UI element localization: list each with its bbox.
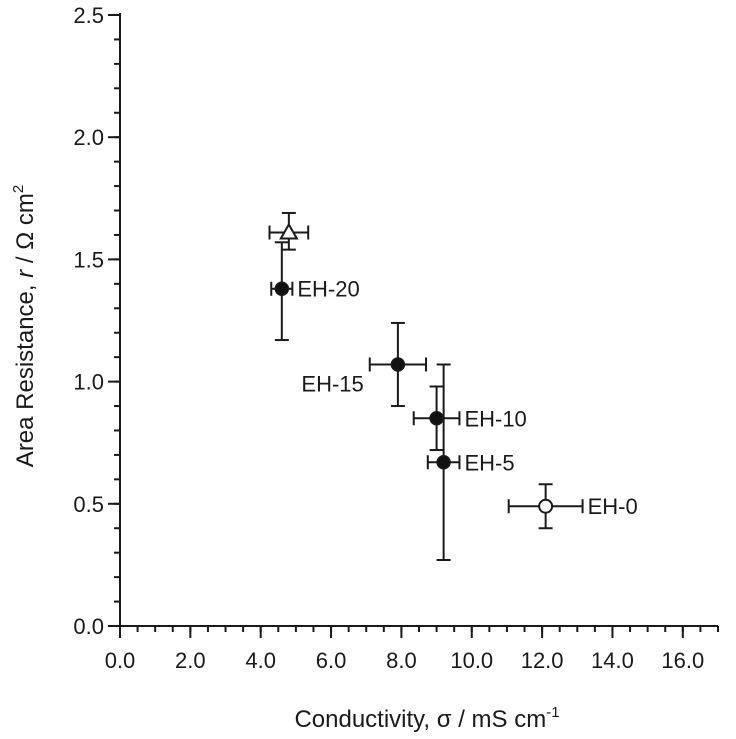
point-label: EH-15 (301, 371, 363, 396)
point-label: EH-20 (297, 277, 359, 302)
point-label: EH-5 (464, 450, 514, 475)
data-point (268, 211, 310, 251)
y-tick-label: 0.5 (73, 492, 104, 517)
data-point (368, 321, 428, 408)
point-labels: EH-0 EH-5 EH-10 EH-15 EH-20 (297, 277, 637, 520)
open-circle-marker (538, 498, 554, 514)
x-tick-label: 12.0 (521, 648, 564, 673)
x-tick-label: 4.0 (245, 648, 276, 673)
data-point (270, 241, 294, 342)
x-tick-label: 10.0 (450, 648, 493, 673)
x-tick-label: 6.0 (316, 648, 347, 673)
y-tick-label: 0.0 (73, 614, 104, 639)
data-point (412, 385, 461, 452)
open-triangle-marker (279, 222, 299, 240)
x-tick-label: 2.0 (175, 648, 206, 673)
filled-circle-marker (274, 281, 290, 296)
y-axis-title: Area Resistance, r / Ω cm2 (10, 185, 39, 467)
filled-circle-marker (436, 455, 451, 470)
filled-circle-marker (429, 411, 444, 426)
x-tick-label: 8.0 (386, 648, 417, 673)
data-point (426, 363, 461, 562)
tick-marks (108, 14, 719, 638)
y-tick-label: 2.5 (73, 3, 104, 28)
axes (119, 13, 718, 627)
point-label: EH-10 (464, 406, 526, 431)
point-label: EH-0 (588, 494, 638, 519)
y-tick-label: 1.5 (73, 247, 104, 272)
filled-circle-marker (390, 357, 406, 372)
x-tick-label: 0.0 (105, 648, 136, 673)
data-point (507, 483, 584, 530)
x-tick-label: 14.0 (591, 648, 634, 673)
tick-labels: 0.0 0.5 1.0 1.5 2.0 2.5 0.0 2.0 4.0 6.0 8.0 10.0 12.… (73, 3, 704, 673)
data-series (268, 211, 584, 562)
y-tick-label: 1.0 (73, 370, 104, 395)
y-tick-label: 2.0 (73, 125, 104, 150)
x-axis-title: Conductivity, σ / mS cm-1 (294, 704, 559, 733)
x-tick-label: 16.0 (661, 648, 704, 673)
